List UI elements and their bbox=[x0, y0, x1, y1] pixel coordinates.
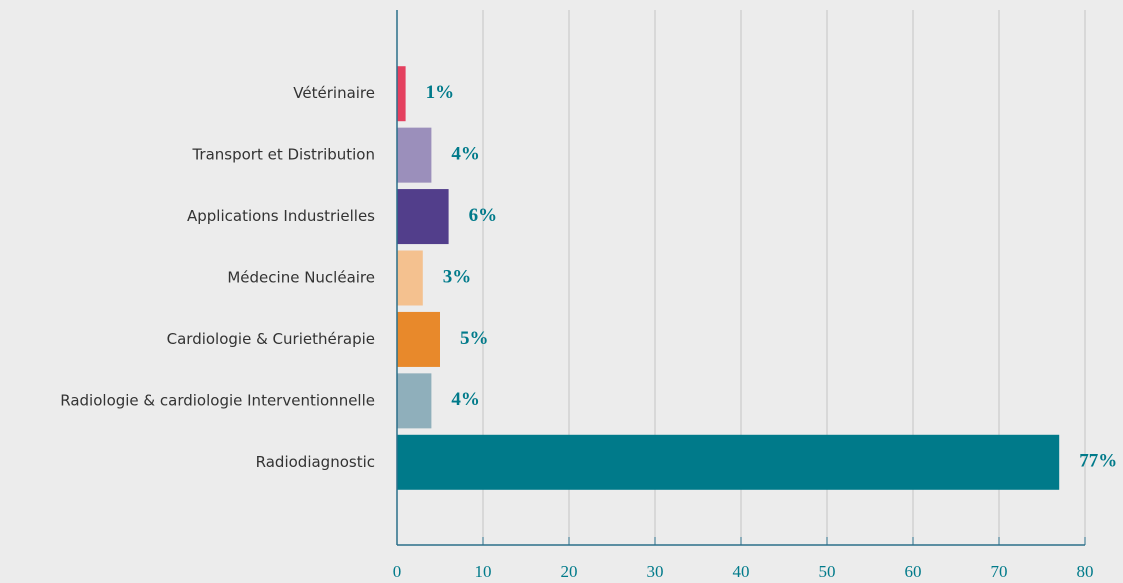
y-tick-label: Médecine Nucléaire bbox=[227, 269, 375, 287]
value-label: 3% bbox=[443, 266, 472, 287]
x-tick-label: 10 bbox=[475, 562, 492, 581]
x-tick-label: 40 bbox=[733, 562, 750, 581]
x-tick-label: 70 bbox=[991, 562, 1008, 581]
y-tick-label: Vétérinaire bbox=[293, 84, 375, 102]
bar bbox=[397, 434, 1060, 490]
x-tick-label: 80 bbox=[1077, 562, 1094, 581]
y-tick-label: Radiologie & cardiologie Interventionnel… bbox=[60, 391, 375, 409]
y-tick-label: Applications Industrielles bbox=[187, 207, 375, 225]
value-label: 5% bbox=[460, 328, 489, 349]
x-tick-label: 30 bbox=[647, 562, 664, 581]
bar bbox=[397, 189, 449, 245]
value-label: 4% bbox=[451, 389, 480, 410]
value-label: 77% bbox=[1079, 451, 1117, 472]
bar bbox=[397, 373, 432, 429]
y-tick-label: Cardiologie & Curiethérapie bbox=[167, 330, 375, 348]
value-label: 4% bbox=[451, 144, 480, 165]
y-tick-label: Transport et Distribution bbox=[191, 146, 375, 164]
bar bbox=[397, 127, 432, 183]
x-tick-label: 0 bbox=[393, 562, 402, 581]
x-tick-label: 60 bbox=[905, 562, 922, 581]
y-tick-label: Radiodiagnostic bbox=[256, 453, 375, 471]
value-label: 6% bbox=[469, 205, 498, 226]
bar bbox=[397, 66, 406, 122]
bar bbox=[397, 311, 440, 367]
bar bbox=[397, 250, 423, 306]
x-tick-label: 50 bbox=[819, 562, 836, 581]
value-label: 1% bbox=[426, 82, 455, 103]
x-tick-label: 20 bbox=[561, 562, 578, 581]
